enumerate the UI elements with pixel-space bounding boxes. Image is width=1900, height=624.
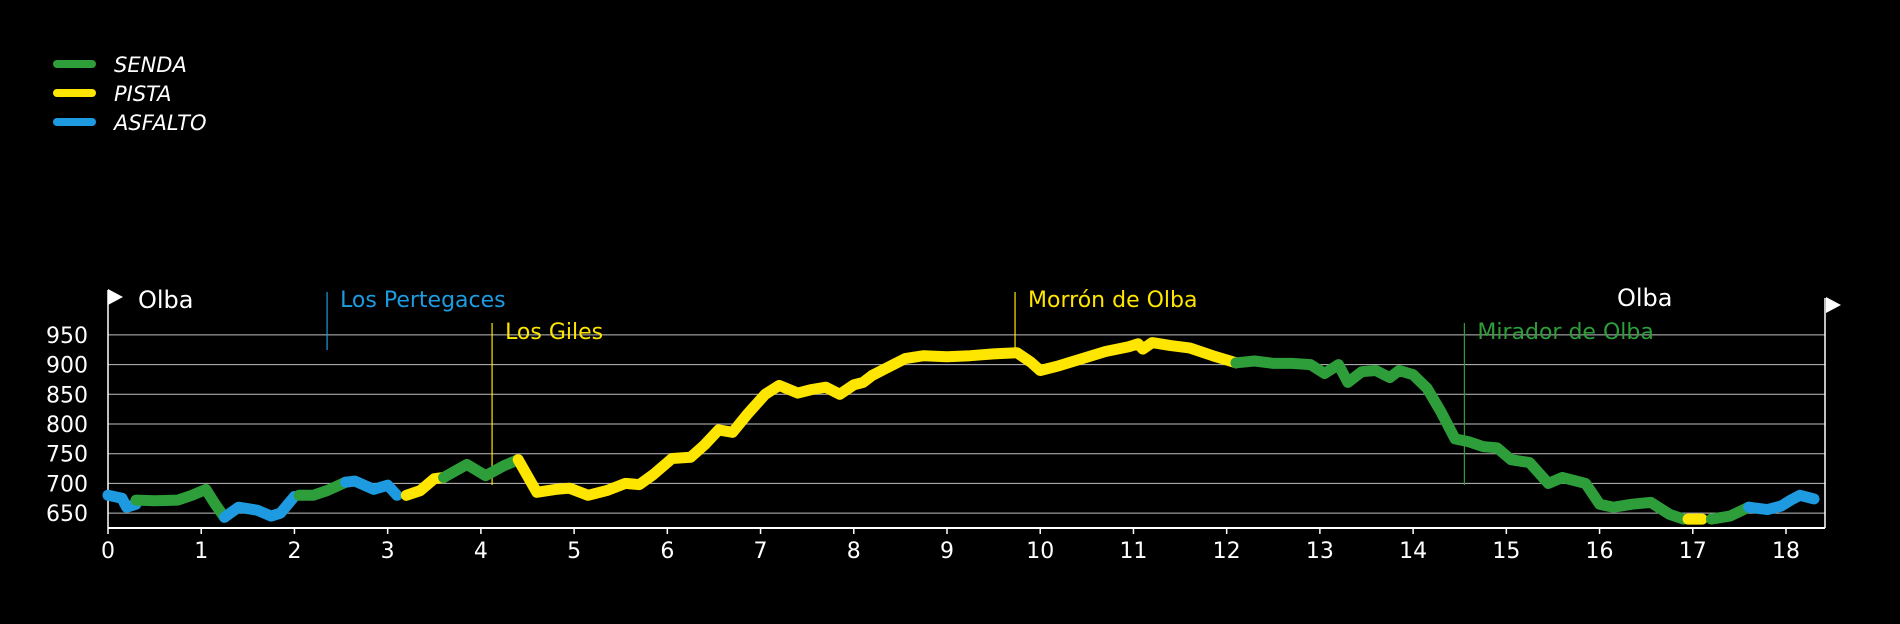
start-label: Olba	[138, 286, 194, 314]
y-tick-label-900: 900	[46, 354, 88, 379]
x-tick-label-1: 1	[194, 539, 208, 564]
elevation-segment-pista-7	[512, 337, 1242, 501]
elevation-segment-asfalto-11	[1743, 489, 1820, 516]
end-flag-icon	[1826, 297, 1841, 313]
y-tick-label-800: 800	[46, 413, 88, 438]
x-tick-label-18: 18	[1772, 539, 1800, 564]
elevation-segment-senda-3	[293, 476, 352, 501]
y-tick-label-950: 950	[46, 324, 88, 349]
elevation-segment-senda-10	[1705, 501, 1755, 525]
x-tick-label-17: 17	[1679, 539, 1707, 564]
legend: SENDA PISTA ASFALTO	[53, 53, 207, 135]
gridlines: 650 700 750 800 850 900 950	[46, 324, 1825, 527]
x-tick-label-9: 9	[940, 539, 954, 564]
legend-label-asfalto: ASFALTO	[112, 111, 207, 135]
x-tick-label-2: 2	[287, 539, 301, 564]
end-label: Olba	[1617, 284, 1673, 312]
y-tick-label-750: 750	[46, 443, 88, 468]
x-tick-label-5: 5	[567, 539, 581, 564]
y-tick-label-650: 650	[46, 502, 88, 527]
elevation-segment-senda-1	[130, 483, 230, 523]
x-tick-label-6: 6	[660, 539, 674, 564]
x-tick-label-12: 12	[1213, 539, 1241, 564]
legend-label-pista: PISTA	[114, 82, 171, 106]
poi-label-1: Los Giles	[505, 320, 603, 345]
poi-label-3: Mirador de Olba	[1477, 320, 1653, 345]
x-tick-label-14: 14	[1399, 539, 1427, 564]
x-tick-label-11: 11	[1119, 539, 1147, 564]
elevation-segment-asfalto-2	[219, 491, 300, 523]
x-tick-label-4: 4	[474, 539, 488, 564]
poi-markers: Los Pertegaces Los Giles Morrón de Olba Mir…	[326, 288, 1654, 485]
poi-label-2: Morrón de Olba	[1028, 288, 1197, 313]
x-tick-label-13: 13	[1306, 539, 1334, 564]
start-flag-icon	[108, 289, 123, 305]
poi-label-0: Los Pertegaces	[340, 288, 506, 313]
elevation-segment-asfalto-4	[340, 475, 403, 501]
x-tick-label-7: 7	[754, 539, 768, 564]
x-tick-label-10: 10	[1026, 539, 1054, 564]
y-tick-label-700: 700	[46, 472, 88, 497]
x-tick-label-15: 15	[1492, 539, 1520, 564]
elevation-segment-senda-6	[438, 454, 524, 483]
legend-label-senda: SENDA	[114, 53, 187, 77]
y-tick-label-850: 850	[46, 383, 88, 408]
elevation-segment-asfalto-0	[102, 489, 142, 513]
x-tick-label-3: 3	[381, 539, 395, 564]
x-tick-label-0: 0	[101, 539, 115, 564]
elevation-line	[102, 337, 1820, 525]
axes: 0 1 2 3 4 5 6 7 8 9 10 11 12 13 14 15 16 17 18	[101, 290, 1826, 564]
x-tick-label-8: 8	[847, 539, 861, 564]
elevation-segment-pista-5	[400, 472, 450, 501]
elevation-segment-senda-8	[1230, 355, 1689, 525]
x-tick-label-16: 16	[1586, 539, 1614, 564]
